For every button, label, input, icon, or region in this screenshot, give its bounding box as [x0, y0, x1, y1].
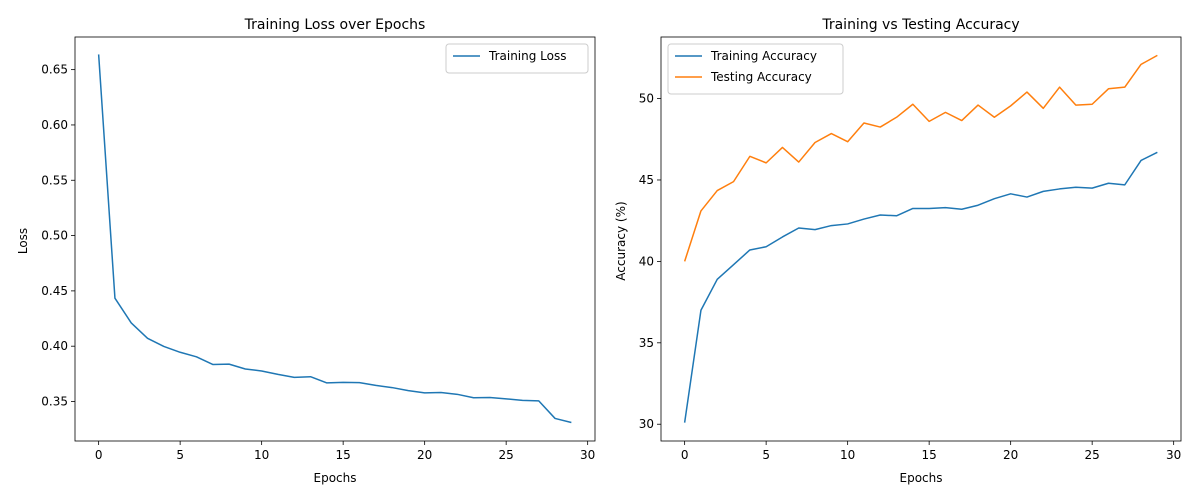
accuracy-chart-series: [683, 54, 1158, 423]
loss-xtick-label: 30: [580, 448, 595, 462]
accuracy-series-line-1: [683, 151, 1158, 423]
loss-legend-box: [445, 43, 589, 74]
accuracy-xtick-label: 20: [1003, 448, 1018, 462]
accuracy-chart-axes-frame: [660, 36, 1182, 442]
loss-ytick-label: 0.55: [41, 173, 68, 187]
loss-chart-legend: Training Loss: [445, 43, 589, 74]
loss-series-line-1: [97, 54, 572, 424]
loss-chart-xlabel: Epochs: [314, 471, 357, 485]
loss-legend-label-1: Training Loss: [488, 49, 566, 63]
accuracy-chart-ticks: 0 5 10 15 20 25 30 30 35 40 45 50: [639, 92, 1182, 462]
accuracy-legend-label-2: Testing Accuracy: [710, 70, 812, 84]
loss-ytick-label: 0.35: [41, 395, 68, 409]
loss-xtick-label: 15: [336, 448, 351, 462]
loss-ytick-label: 0.45: [41, 284, 68, 298]
accuracy-chart-ylabel: Accuracy (%): [614, 201, 628, 280]
accuracy-xtick-label: 30: [1166, 448, 1181, 462]
accuracy-ytick-label: 35: [639, 336, 654, 350]
loss-chart-axes-frame: [74, 36, 596, 442]
loss-xtick-label: 5: [176, 448, 184, 462]
loss-chart-panel: Training Loss over Epochs Epochs Loss 0 5…: [16, 17, 596, 485]
loss-ytick-label: 0.50: [41, 229, 68, 243]
loss-xtick-label: 10: [254, 448, 269, 462]
loss-chart-series: [97, 54, 572, 424]
accuracy-xtick-label: 5: [762, 448, 770, 462]
accuracy-chart-panel: Training vs Testing Accuracy Epochs Accu…: [614, 17, 1182, 485]
accuracy-series-line-2: [683, 54, 1158, 262]
loss-xtick-label: 25: [499, 448, 514, 462]
accuracy-ytick-label: 50: [639, 92, 654, 106]
loss-ytick-label: 0.40: [41, 339, 68, 353]
loss-chart-ylabel: Loss: [16, 228, 30, 254]
accuracy-legend-box: [667, 43, 844, 95]
accuracy-ytick-label: 30: [639, 417, 654, 431]
accuracy-legend-label-1: Training Accuracy: [710, 49, 817, 63]
loss-xtick-label: 0: [95, 448, 103, 462]
loss-chart-title: Training Loss over Epochs: [244, 17, 426, 33]
accuracy-chart-title: Training vs Testing Accuracy: [821, 17, 1019, 33]
accuracy-chart-xlabel: Epochs: [900, 471, 943, 485]
accuracy-xtick-label: 15: [922, 448, 937, 462]
loss-ytick-label: 0.60: [41, 118, 68, 132]
accuracy-xtick-label: 25: [1085, 448, 1100, 462]
accuracy-xtick-label: 0: [681, 448, 689, 462]
accuracy-ytick-label: 45: [639, 173, 654, 187]
loss-ytick-label: 0.65: [41, 63, 68, 77]
accuracy-ytick-label: 40: [639, 254, 654, 268]
loss-xtick-label: 20: [417, 448, 432, 462]
accuracy-xtick-label: 10: [840, 448, 855, 462]
accuracy-chart-legend: Training Accuracy Testing Accuracy: [667, 43, 844, 95]
loss-chart-ticks: 0 5 10 15 20 25 30 0.35 0.40 0.45 0.50 0.55 0.60 0.65: [41, 63, 595, 462]
